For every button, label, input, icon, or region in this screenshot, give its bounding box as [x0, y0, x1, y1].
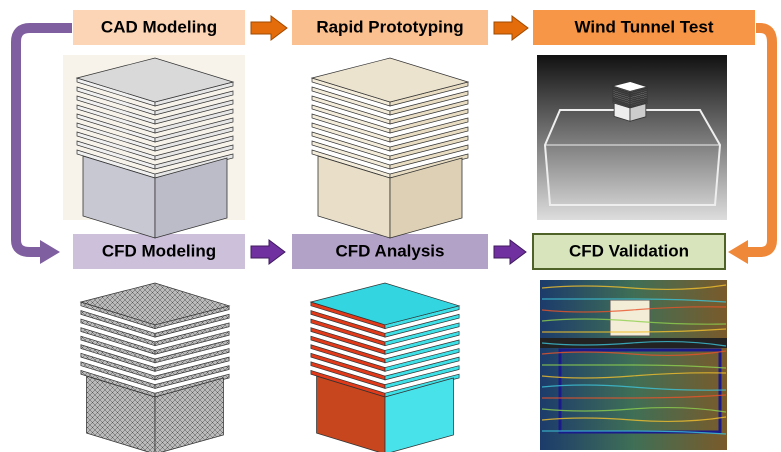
base-right: [629, 103, 647, 122]
node-box: [292, 10, 488, 45]
streamline: [541, 306, 727, 313]
node-label: CAD Modeling: [101, 17, 217, 36]
streamline: [541, 416, 727, 423]
plate-right: [389, 144, 469, 170]
plate-right: [389, 126, 469, 152]
base-left: [317, 155, 391, 239]
arrow-head: [40, 240, 60, 264]
node-box: [532, 233, 726, 270]
plate-right: [384, 348, 460, 372]
plate-top: [79, 282, 231, 326]
base-right: [154, 377, 224, 452]
plate-right: [154, 153, 234, 179]
streamline: [541, 284, 727, 291]
left-bracket: [11, 23, 72, 257]
arrow: [250, 239, 286, 265]
plate-right: [154, 373, 230, 398]
node-box: [292, 234, 488, 269]
arrow: [493, 15, 529, 41]
plate-right: [389, 135, 469, 161]
plate-right: [629, 98, 648, 105]
streamline: [541, 372, 727, 379]
node-box: [73, 234, 245, 269]
streamline: [541, 340, 727, 347]
plate-right: [384, 373, 460, 398]
plate-top: [611, 81, 649, 92]
arrow: [493, 239, 527, 265]
right-bracket: [748, 23, 777, 257]
plate-right: [384, 356, 460, 381]
wind-tunnel-photo: [537, 55, 727, 220]
node-label: CFD Modeling: [102, 241, 216, 260]
plate-right: [154, 313, 230, 338]
model: [609, 299, 651, 337]
plate-right: [389, 153, 469, 179]
plate-right: [154, 330, 230, 355]
arrow: [250, 15, 288, 41]
plate-right: [154, 117, 234, 143]
plate-right: [384, 322, 460, 347]
streamline: [542, 298, 727, 303]
glass-edge: [544, 109, 561, 146]
base-left: [316, 375, 386, 452]
plate-right: [154, 356, 230, 381]
plate-right: [384, 339, 460, 364]
streamline: [542, 394, 727, 399]
plate-right: [154, 144, 234, 170]
plate-right: [629, 94, 648, 101]
base-left: [86, 375, 156, 452]
plate-top: [309, 282, 461, 326]
node-box: [533, 10, 755, 45]
plate-right: [389, 99, 469, 125]
plate-right: [389, 117, 469, 143]
plate-right: [154, 108, 234, 134]
plate-right: [154, 90, 234, 116]
arrow-head: [728, 240, 748, 264]
plate-top: [75, 57, 235, 103]
streamline: [541, 318, 727, 325]
streamline: [542, 430, 727, 435]
node-label: Wind Tunnel Test: [575, 17, 714, 36]
plate-right: [629, 88, 648, 95]
streamline: [542, 328, 727, 333]
plate-right: [384, 330, 460, 355]
streamline: [542, 364, 727, 369]
plate-right: [154, 348, 230, 372]
streamline: [541, 406, 727, 413]
plate-right: [389, 90, 469, 116]
base-right: [154, 157, 228, 239]
plate-right: [384, 313, 460, 338]
plate-right: [629, 90, 648, 97]
plate-right: [629, 100, 648, 107]
plate-right: [629, 96, 648, 103]
node-label: CFD Analysis: [336, 241, 445, 260]
plate-right: [629, 92, 648, 99]
node-label: Rapid Prototyping: [316, 17, 463, 36]
plate-right: [154, 135, 234, 161]
base-right: [384, 377, 454, 452]
plate-right: [154, 339, 230, 364]
streamline: [541, 384, 727, 391]
plate-right: [154, 126, 234, 152]
glass-box: [558, 348, 722, 434]
plate-right: [154, 99, 234, 125]
plate-top: [310, 57, 470, 103]
plate-right: [389, 108, 469, 134]
plate-right: [154, 322, 230, 347]
streamline: [541, 350, 727, 357]
node-label: CFD Validation: [569, 241, 689, 260]
base-right: [389, 157, 463, 239]
node-box: [73, 10, 245, 45]
plate-right: [154, 365, 230, 389]
plate-right: [384, 365, 460, 389]
